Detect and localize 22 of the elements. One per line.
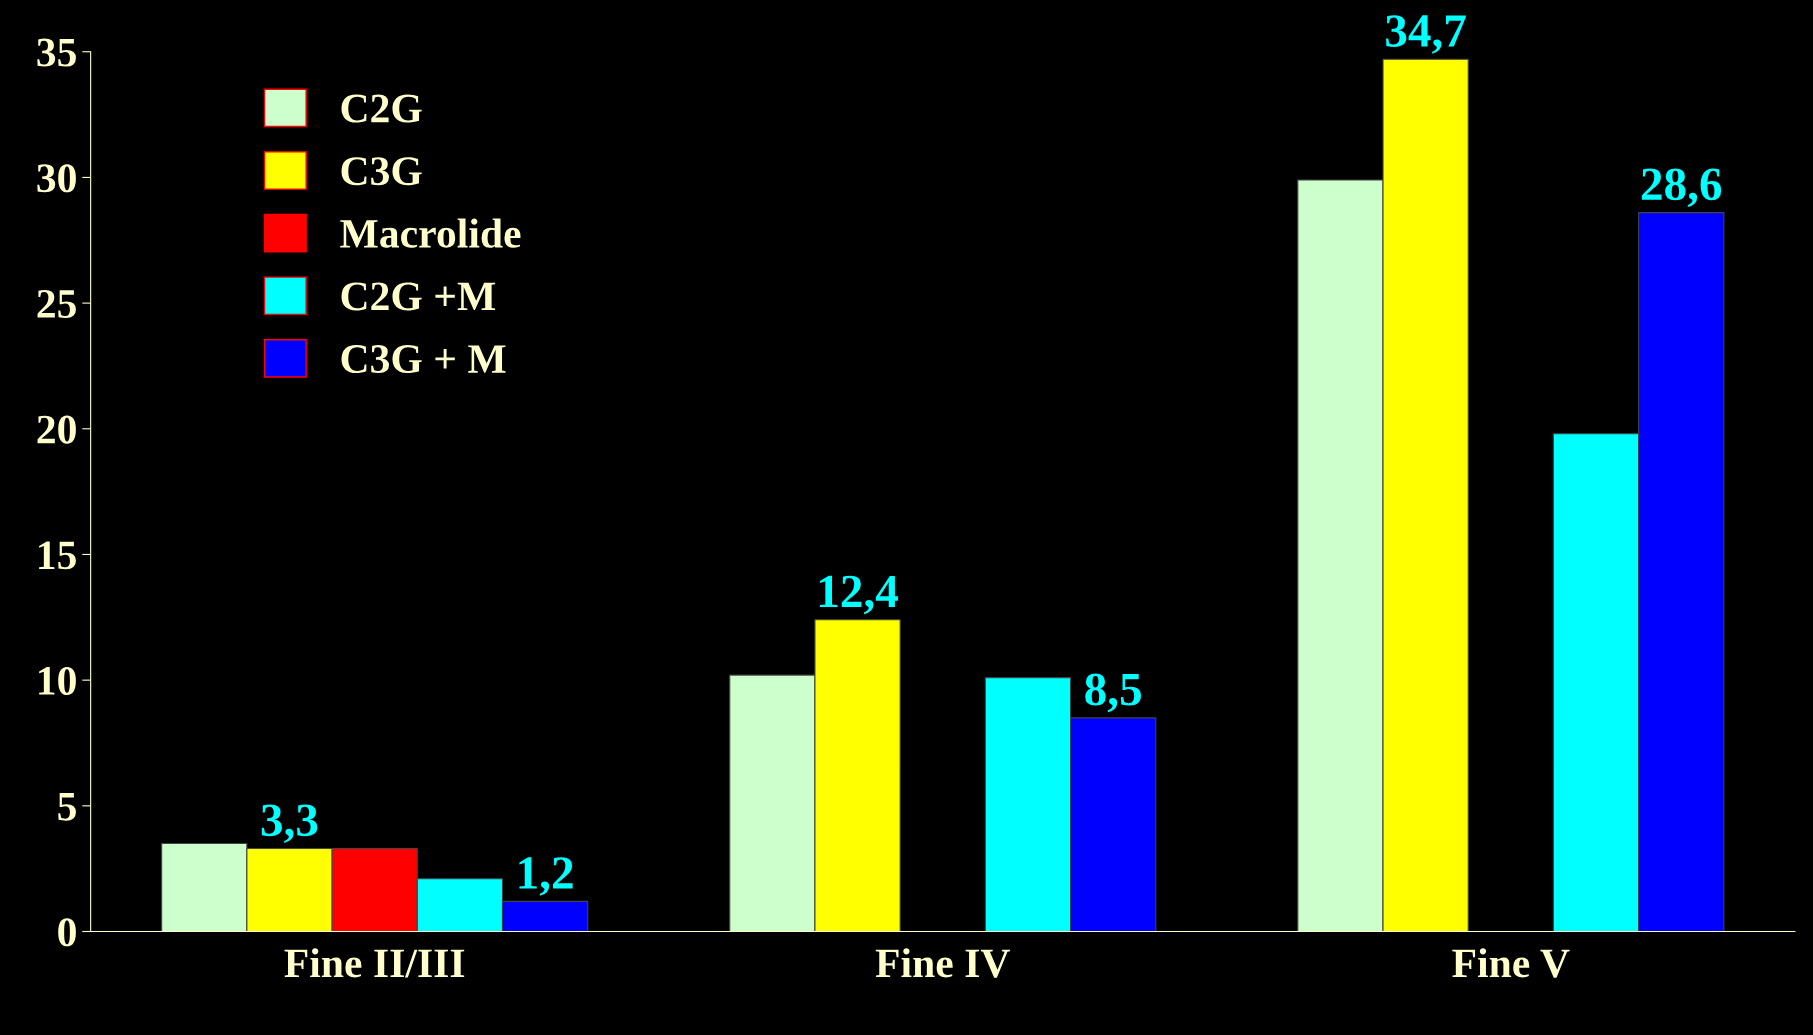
legend-label: Macrolide: [340, 218, 521, 248]
y-tick-label: 5: [58, 792, 76, 821]
x-tick-label: Fine V: [1452, 948, 1570, 978]
y-tick-label: 15: [39, 541, 76, 570]
y-tick-label: 10: [39, 666, 76, 696]
x-tick-label: Fine IV: [875, 948, 1010, 978]
x-tick-label: Fine II/III: [284, 948, 465, 978]
legend-label: C2G: [341, 94, 422, 123]
legend-label: C3G + M: [341, 345, 506, 374]
y-tick-label: 0: [58, 918, 76, 947]
data-label: 34,7: [1386, 15, 1466, 54]
legend-label: C3G: [341, 157, 422, 186]
y-tick-label: 30: [37, 164, 76, 193]
data-label: 12,4: [820, 575, 898, 615]
data-label: 3,3: [261, 804, 318, 844]
y-tick-label: 20: [37, 415, 76, 444]
data-label: 1,2: [519, 857, 573, 896]
data-label: 8,5: [1085, 673, 1141, 713]
data-label: 28,6: [1641, 168, 1722, 208]
legend-label: C2G +M: [341, 282, 496, 311]
y-tick-label: 35: [37, 38, 76, 67]
y-tick-label: 25: [37, 289, 76, 318]
